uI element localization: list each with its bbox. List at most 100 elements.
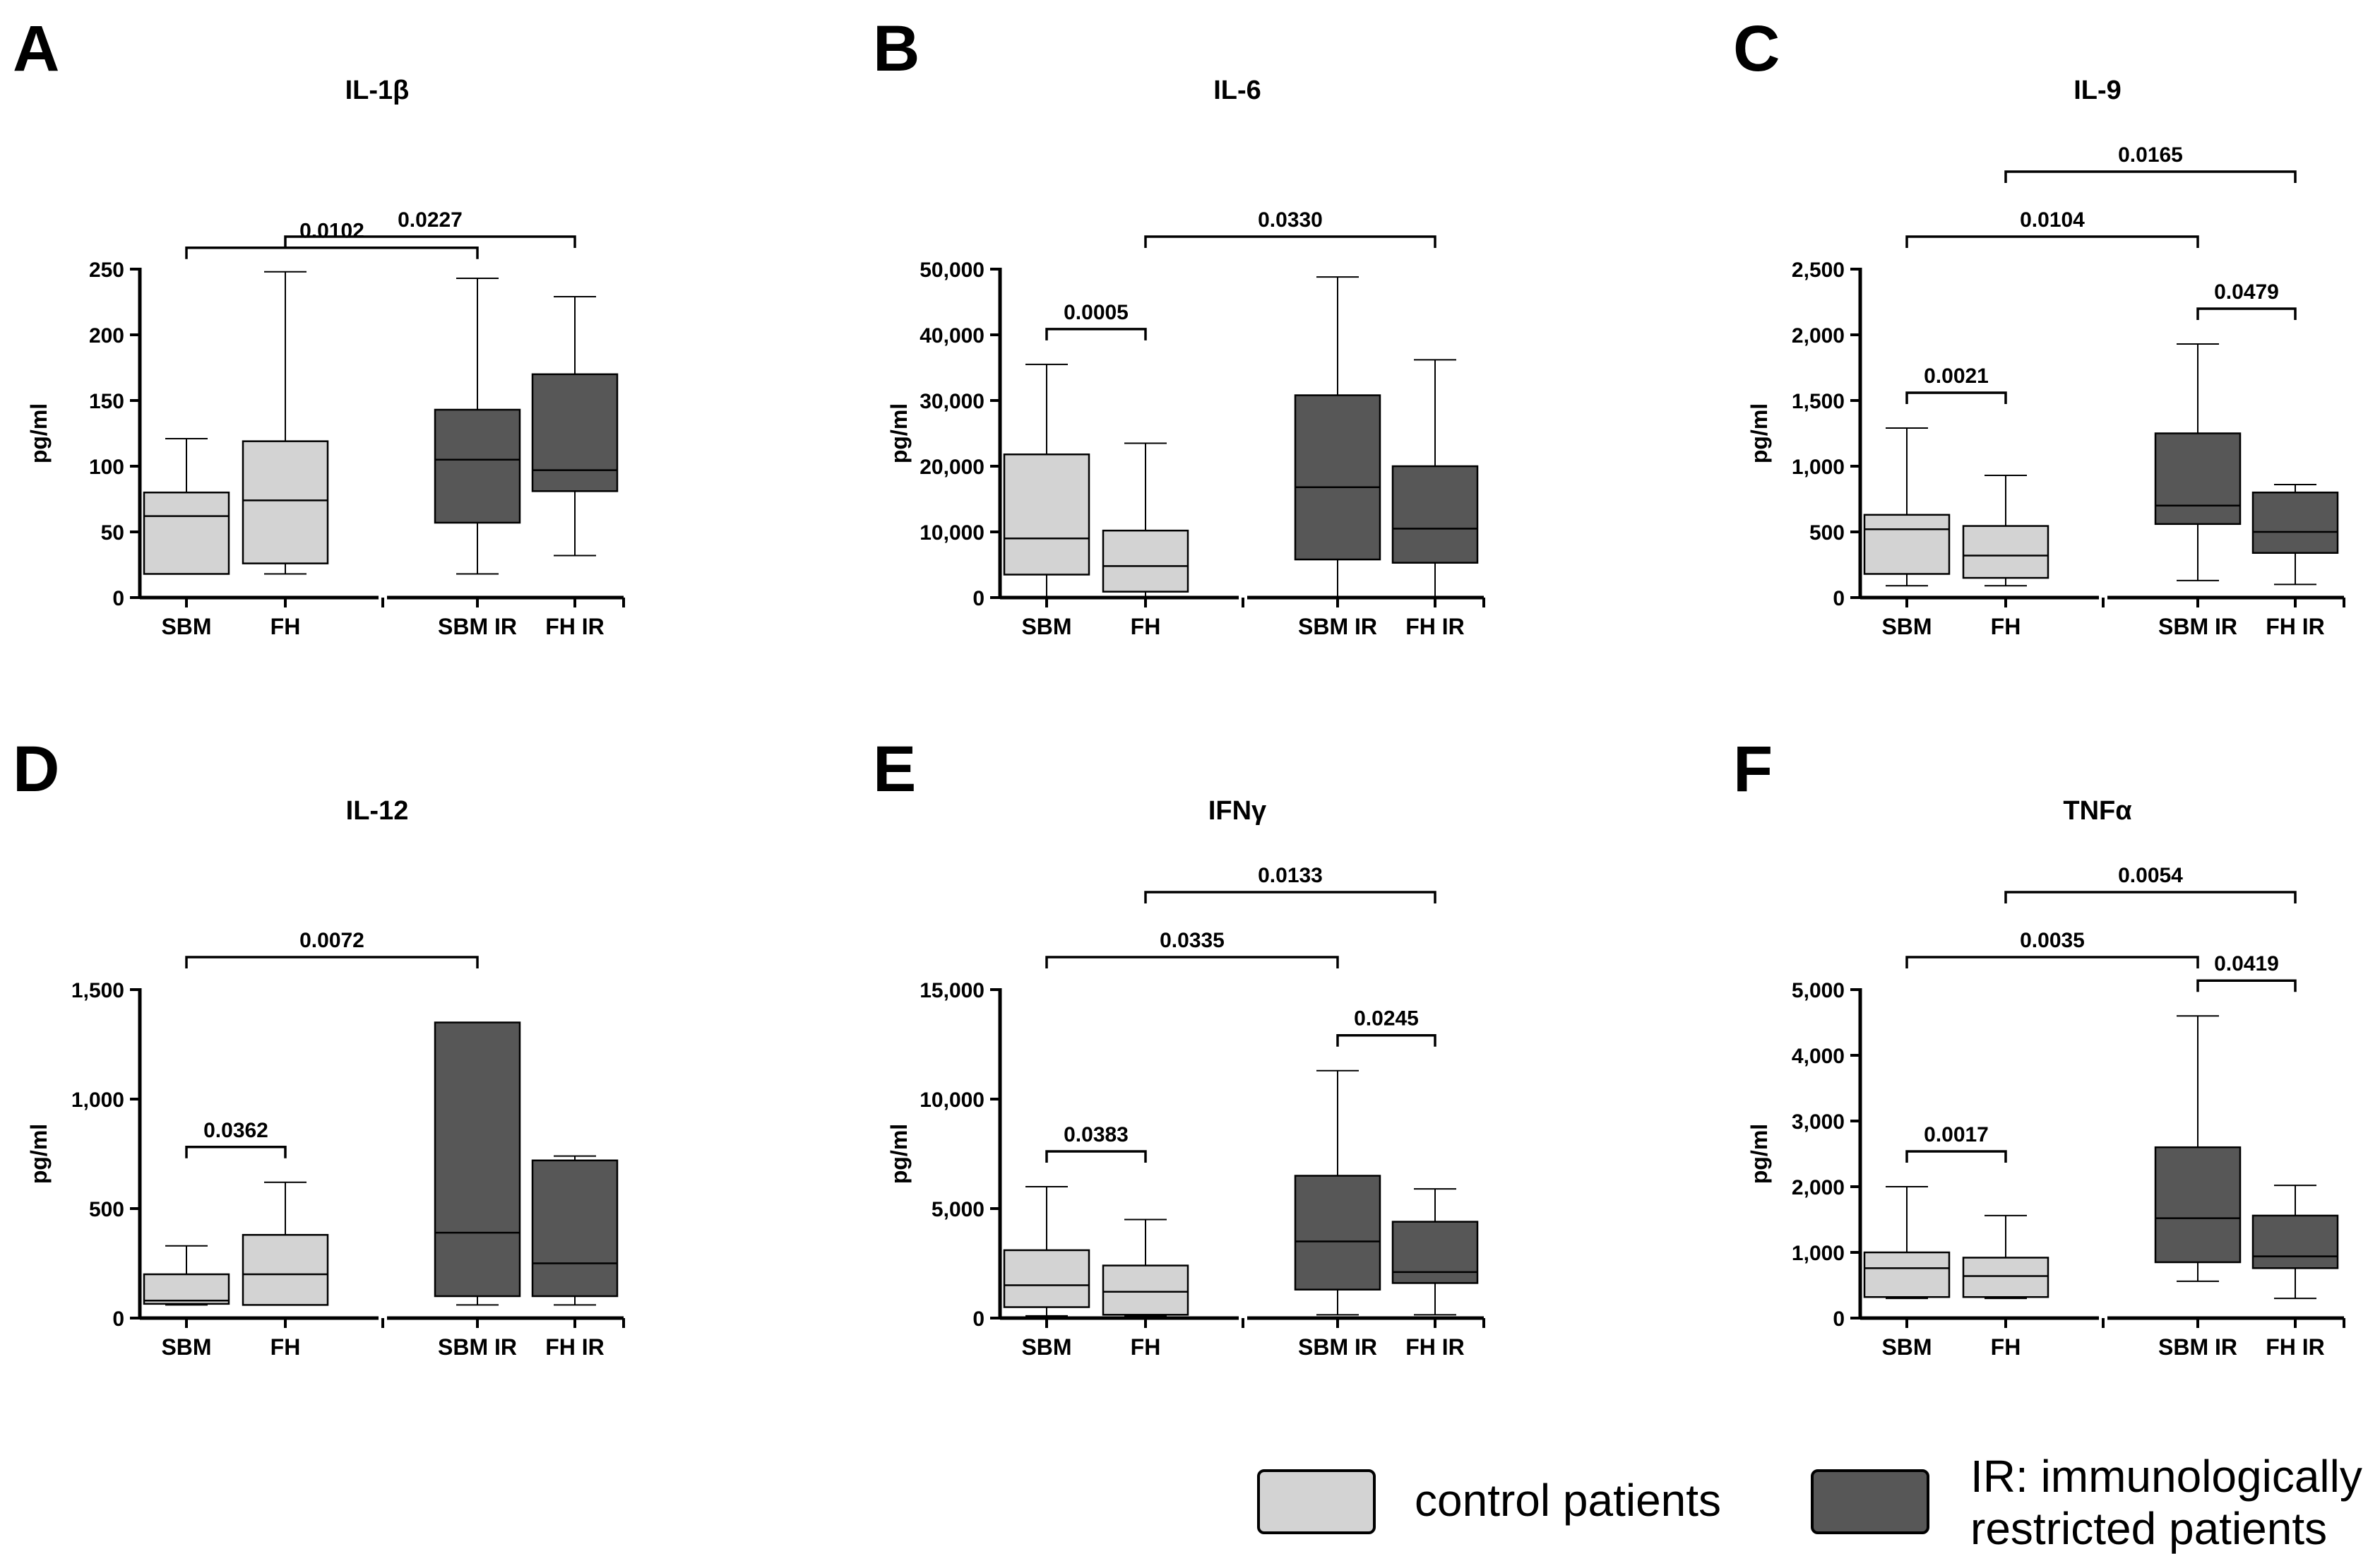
box-iqr [1102,1264,1189,1316]
x-tick-label: SBM [161,614,211,639]
box-iqr [1391,1221,1479,1284]
y-tick-label: 2,500 [1792,259,1845,282]
significance-bracket: 0.0330 [1144,208,1436,248]
y-tick-label: 50,000 [920,259,984,282]
bracket-line [185,956,479,968]
p-value-label: 0.0479 [2214,280,2279,304]
box-iqr [143,1273,230,1305]
box-fh [1962,475,2049,587]
panel-letter: C [1733,13,1780,85]
y-tick-label: 20,000 [920,456,984,479]
box-iqr [2251,1214,2339,1269]
x-tick-label: FH [1131,1334,1161,1360]
y-tick-label: 1,000 [1792,456,1845,479]
p-value-label: 0.0072 [299,929,364,952]
x-tick-label: FH [270,614,301,639]
box-sbm-ir [2154,343,2242,581]
box-fh-ir [1391,1188,1479,1316]
p-value-label: 0.0362 [203,1119,268,1142]
box-iqr [1863,514,1951,575]
bracket-line [1045,1150,1147,1163]
box-sbm-ir [434,278,521,575]
box-iqr [2154,432,2242,526]
box-iqr [1863,1251,1951,1298]
bracket-line [2196,979,2297,992]
panel-c: C IL-9 pg/ml 0 500 1,000 1,500 2,000 2,500 SBM FH S… [1733,13,2345,639]
x-tick-label: FH IR [2266,614,2325,639]
significance-bracket: 0.0102 [185,220,479,259]
y-tick-label: 4,000 [1792,1045,1845,1068]
x-tick-label: SBM IR [2158,614,2237,639]
p-value-label: 0.0035 [2020,929,2085,952]
y-tick-label: 2,000 [1792,324,1845,348]
y-tick-label: 0 [1833,1307,1845,1331]
significance-bracket: 0.0227 [284,208,576,248]
box-sbm-ir [434,1021,521,1306]
x-tick-label: SBM [1021,1334,1071,1360]
box-iqr [434,1021,521,1298]
box-sbm-ir [1294,1069,1381,1316]
box-iqr [1003,1249,1090,1308]
x-tick-label: FH IR [1405,1334,1465,1360]
box-fh-ir [531,296,619,557]
y-axis-label: pg/ml [1747,403,1772,463]
y-tick-label: 40,000 [920,324,984,348]
box-sbm [1003,1186,1090,1317]
legend-label-control: control patients [1415,1475,1721,1526]
x-tick-label: FH IR [2266,1334,2325,1360]
p-value-label: 0.0104 [2020,208,2085,232]
y-tick-label: 10,000 [920,521,984,545]
x-tick-label: FH IR [1405,614,1465,639]
p-value-label: 0.0245 [1354,1007,1419,1031]
p-value-label: 0.0383 [1064,1123,1129,1146]
y-tick-label: 15,000 [920,979,984,1002]
panel-f: F TNFα pg/ml 0 1,000 2,000 3,000 4,000 5,000 SBM F… [1733,733,2345,1360]
y-tick-label: 30,000 [920,390,984,413]
box-iqr [1391,465,1479,564]
significance-bracket: 0.0133 [1144,864,1436,903]
x-tick-label: SBM [1881,614,1932,639]
x-tick-label: FH [1991,1334,2021,1360]
x-tick-label: FH IR [545,614,605,639]
x-tick-label: FH IR [545,1334,605,1360]
panel-title: IFNγ [1208,796,1266,826]
p-value-label: 0.0419 [2214,952,2279,975]
box-sbm [143,437,230,575]
box-sbm-ir [1294,276,1381,598]
significance-bracket: 0.0479 [2196,280,2297,321]
bracket-line [1045,328,1147,340]
bracket-line [185,1146,287,1158]
panel-e: E IFNγ pg/ml 0 5,000 10,000 15,000 SBM FH SBM IR F… [873,733,1485,1360]
bracket-line [2004,170,2297,183]
y-tick-label: 0 [112,587,124,610]
legend-label-restricted-line2: restricted patients [1970,1503,2327,1554]
box-iqr [1003,453,1090,576]
bracket-line [1905,235,2199,248]
significance-bracket: 0.0021 [1905,364,2007,405]
significance-bracket: 0.0165 [2004,143,2297,183]
y-tick-label: 0 [1833,587,1845,610]
p-value-label: 0.0102 [299,220,364,243]
bracket-line [1045,956,1339,968]
box-iqr [531,373,619,492]
y-tick-label: 50 [101,521,124,545]
box-iqr [531,1159,619,1298]
box-iqr [2154,1146,2242,1264]
p-value-label: 0.0021 [1924,364,1989,388]
x-tick-label: SBM IR [438,1334,517,1360]
y-tick-label: 1,000 [71,1089,124,1112]
y-tick-label: 1,500 [1792,390,1845,413]
box-sbm-ir [2154,1015,2242,1282]
x-tick-label: SBM [161,1334,211,1360]
y-tick-label: 0 [972,587,984,610]
significance-bracket: 0.0362 [185,1119,287,1158]
p-value-label: 0.0005 [1064,301,1129,324]
x-tick-label: SBM IR [2158,1334,2237,1360]
bracket-line [185,246,479,259]
box-iqr [2251,491,2339,554]
significance-bracket: 0.0419 [2196,952,2297,992]
panel-title: IL-1β [345,76,410,105]
legend-swatch-restricted [1811,1469,1929,1534]
panel-d: D IL-12 pg/ml 0 500 1,000 1,500 SBM FH SBM IR FH I… [13,733,625,1360]
